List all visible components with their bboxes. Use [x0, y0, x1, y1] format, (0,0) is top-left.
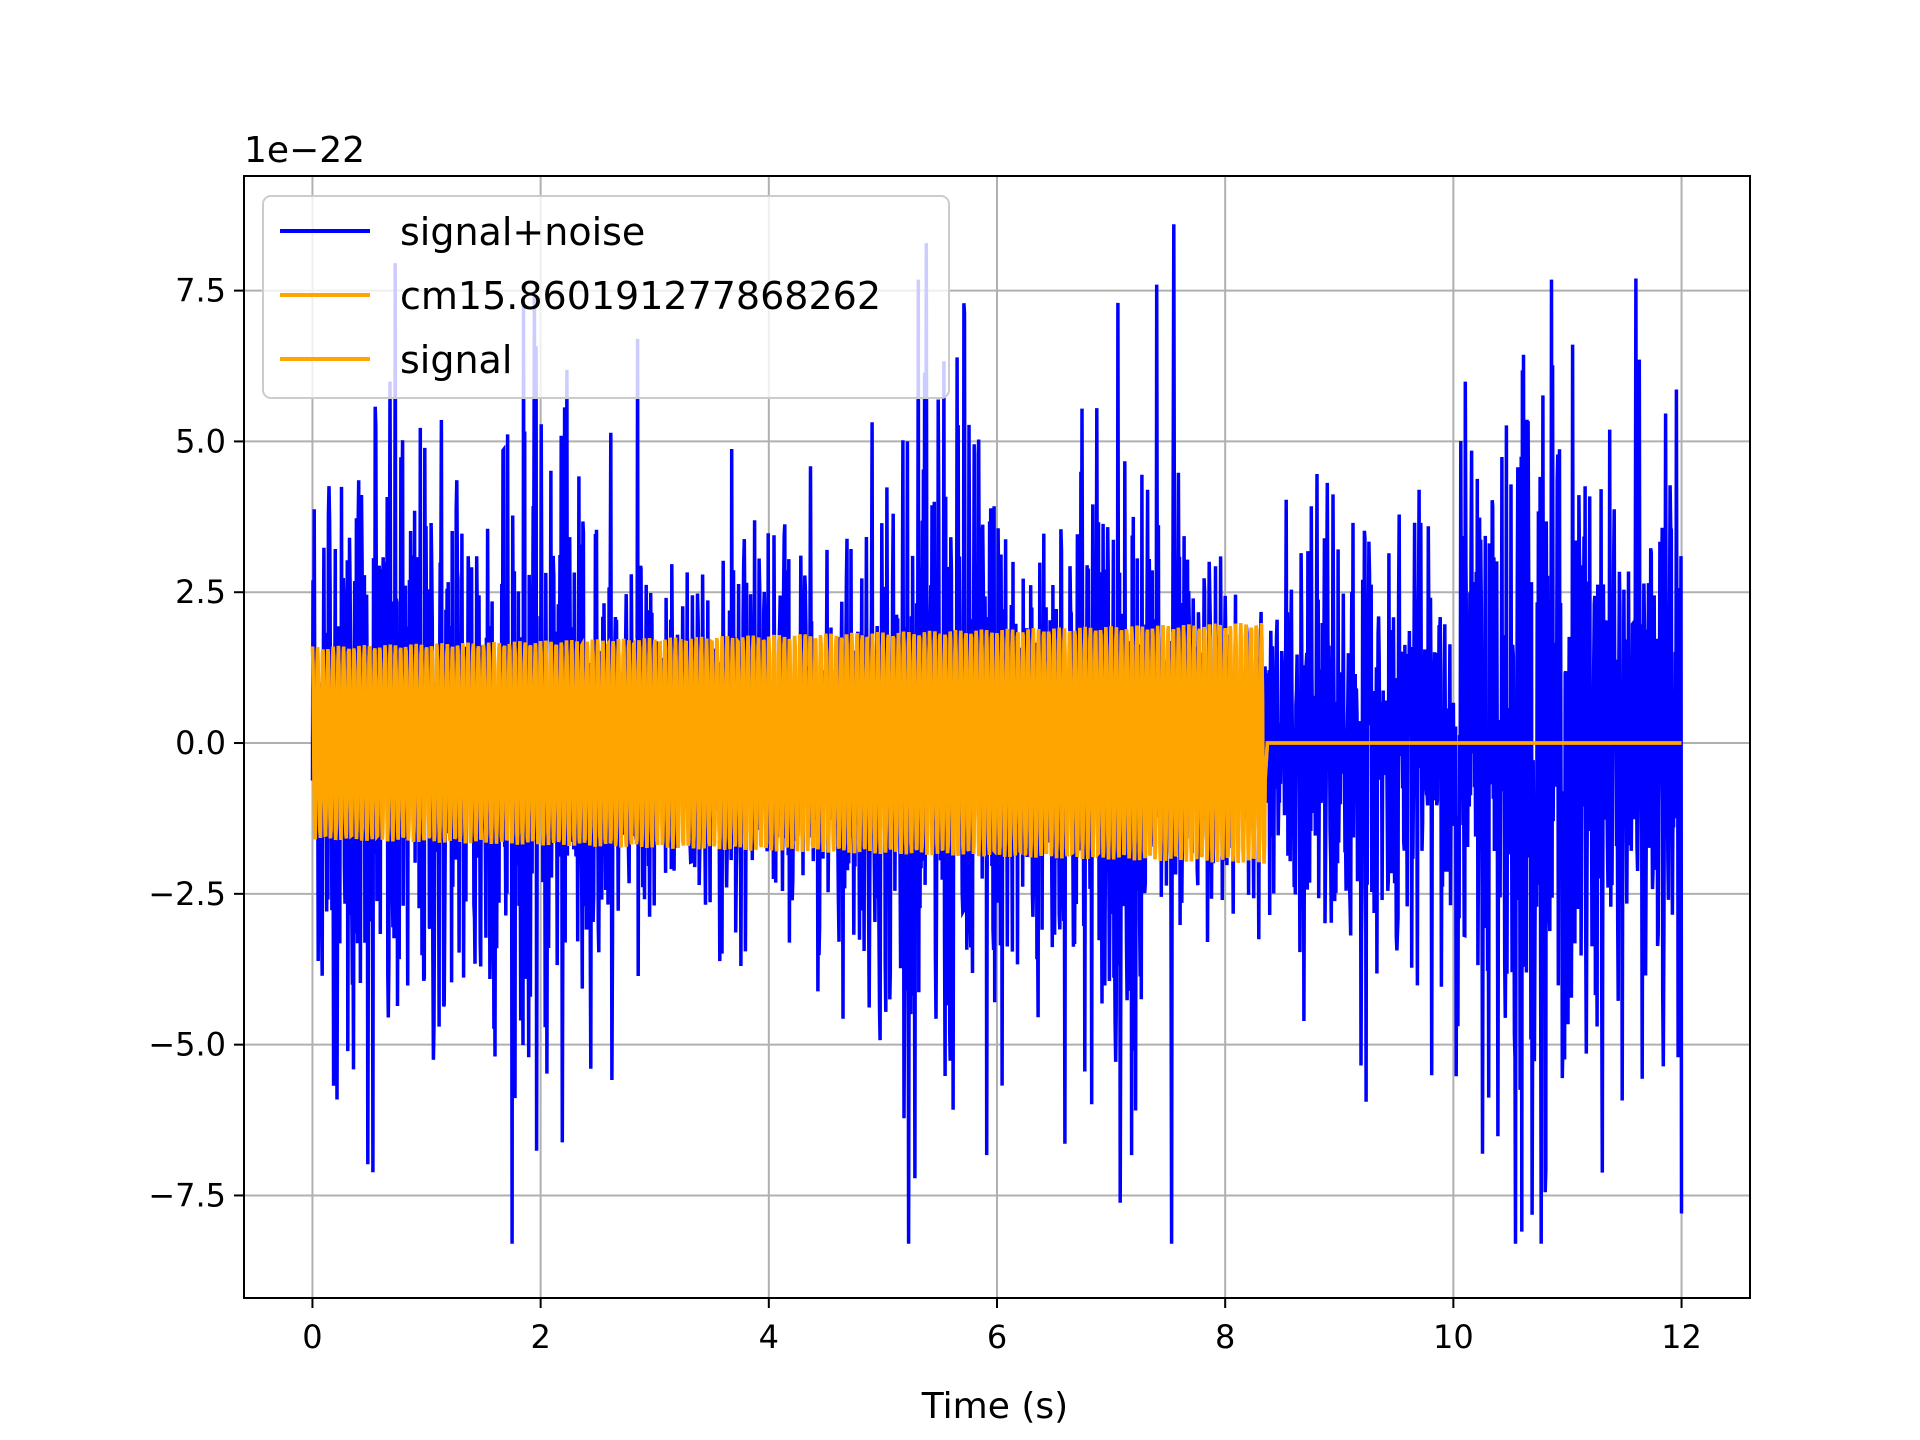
y-tick-label: 7.5: [175, 272, 226, 310]
plot-area: [310, 224, 1684, 1244]
legend-label-template: cm15.860191277868262: [400, 274, 881, 318]
legend-label-signal-noise: signal+noise: [400, 210, 645, 254]
y-tick-label: 5.0: [175, 422, 226, 460]
y-tick-label: −7.5: [148, 1176, 226, 1214]
x-tick-label: 0: [302, 1318, 322, 1356]
x-tick-label: 12: [1661, 1318, 1702, 1356]
y-axis: −7.5 −5.0 −2.5 0.0 2.5 5.0 7.5: [148, 272, 244, 1214]
series-signal: [310, 622, 1682, 864]
legend: signal+noise cm15.860191277868262 signal: [262, 195, 950, 399]
legend-label-signal: signal: [400, 338, 512, 382]
x-tick-label: 2: [530, 1318, 550, 1356]
x-tick-label: 8: [1215, 1318, 1235, 1356]
x-axis-label: Time (s): [921, 1386, 1068, 1427]
x-tick-label: 6: [987, 1318, 1007, 1356]
y-tick-label: −2.5: [148, 875, 226, 913]
x-tick-label: 4: [759, 1318, 779, 1356]
y-tick-label: −5.0: [148, 1026, 226, 1064]
y-tick-label: 2.5: [175, 573, 226, 611]
x-axis: 0 2 4 6 8 10 12: [302, 1298, 1702, 1356]
legend-box: [262, 195, 950, 399]
y-offset-label: 1e−22: [244, 130, 365, 171]
x-tick-label: 10: [1433, 1318, 1474, 1356]
y-tick-label: 0.0: [175, 724, 226, 762]
